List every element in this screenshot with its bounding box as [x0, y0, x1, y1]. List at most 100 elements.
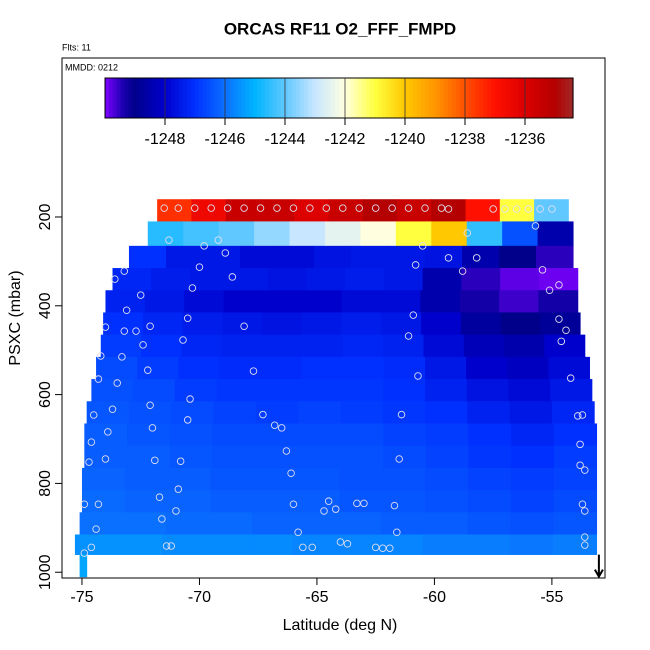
colorbar-cell [268, 78, 274, 118]
x-tick-label: -70 [188, 589, 211, 606]
heat-cell [537, 221, 574, 247]
sample-point [458, 267, 467, 275]
colorbar-cell [537, 78, 543, 118]
heat-cell [208, 512, 253, 535]
sample-point [397, 410, 406, 419]
heat-cell [219, 356, 262, 380]
sample-point [259, 410, 267, 419]
heat-cell [460, 312, 502, 336]
colorbar-cell [300, 78, 305, 118]
heat-cell [425, 356, 467, 380]
colorbar-cell [210, 78, 215, 118]
heat-cell [296, 467, 340, 491]
heat-cell [383, 334, 424, 358]
colorbar-cell [522, 78, 527, 118]
heat-cell [205, 534, 250, 555]
colorbar-cell [553, 78, 558, 118]
sample-point [144, 366, 152, 374]
colorbar-cell [498, 78, 504, 118]
sample-point [146, 322, 154, 330]
colorbar-cell [132, 78, 137, 118]
heat-cell [267, 268, 307, 291]
colorbar-cell [108, 78, 114, 118]
sample-point [165, 236, 173, 244]
sample-point [576, 440, 584, 449]
sample-point [371, 204, 380, 212]
heat-cell [169, 445, 213, 469]
heat-cell [551, 401, 595, 424]
sample-point [536, 205, 544, 213]
heat-cell [553, 490, 598, 513]
sample-point [289, 204, 298, 212]
heat-cell [511, 445, 555, 469]
sample-point [444, 254, 453, 262]
heat-cell [425, 445, 469, 469]
sample-point [299, 543, 307, 552]
heat-cell [147, 221, 184, 247]
colorbar-cell [288, 78, 293, 118]
colorbar-cell [346, 78, 352, 118]
heat-cell [500, 268, 540, 291]
heat-cell [128, 245, 167, 269]
x-tick-label: -55 [540, 589, 563, 606]
x-tick-label: -75 [70, 589, 93, 606]
colorbar-cell [233, 78, 239, 118]
sample-point [80, 500, 89, 509]
heat-cell [502, 221, 539, 247]
sample-point [158, 515, 166, 523]
heat-cell [465, 199, 501, 222]
sample-point [221, 249, 230, 257]
sample-point [463, 229, 472, 237]
colorbar-cell [335, 78, 340, 118]
y-tick-label: 400 [37, 292, 54, 319]
colorbar-cell [487, 78, 492, 118]
sample-point [179, 336, 187, 344]
colorbar-cell [436, 78, 441, 118]
heat-cell [422, 268, 462, 291]
sample-point [555, 315, 563, 323]
colorbar-cell [225, 78, 231, 118]
heat-cell [339, 467, 383, 491]
colorbar-cell [495, 78, 500, 118]
colorbar-cell [245, 78, 250, 118]
colorbar-cell [276, 78, 282, 118]
heat-cell [425, 245, 463, 269]
heat-cell [289, 221, 326, 247]
sample-point [155, 493, 164, 501]
heat-cell [302, 334, 344, 358]
sample-point [118, 353, 126, 361]
heat-cell [302, 290, 343, 313]
colorbar-cell [491, 78, 496, 118]
y-tick-label: 600 [37, 381, 54, 408]
colorbar-cell [362, 78, 367, 118]
heat-cell [504, 334, 545, 358]
colorbar-cell [198, 78, 204, 118]
sample-point [186, 395, 194, 403]
plot-frame [61, 57, 606, 579]
heat-cell [167, 467, 212, 491]
colorbar-cell [214, 78, 219, 118]
heat-cell [212, 423, 256, 447]
sample-point [557, 337, 566, 346]
colorbar-cell [167, 78, 172, 118]
heat-cell [165, 512, 210, 535]
sample-point [92, 525, 100, 533]
heat-cell [223, 290, 264, 313]
sample-point [111, 275, 119, 283]
heat-cell [383, 268, 424, 291]
heat-cell [335, 534, 380, 555]
heat-cell [262, 290, 303, 313]
colorbar-cell [428, 78, 434, 118]
heat-cell [84, 445, 128, 469]
heat-cell [511, 423, 555, 447]
heat-cell [467, 401, 511, 424]
sample-point [578, 411, 587, 419]
colorbar-cell [206, 78, 211, 118]
colorbar-cell [444, 78, 449, 118]
heat-cell [425, 423, 469, 447]
heat-cell [262, 334, 303, 358]
sample-point [395, 455, 403, 463]
heat-cell [299, 379, 343, 402]
heat-cell [466, 379, 509, 402]
